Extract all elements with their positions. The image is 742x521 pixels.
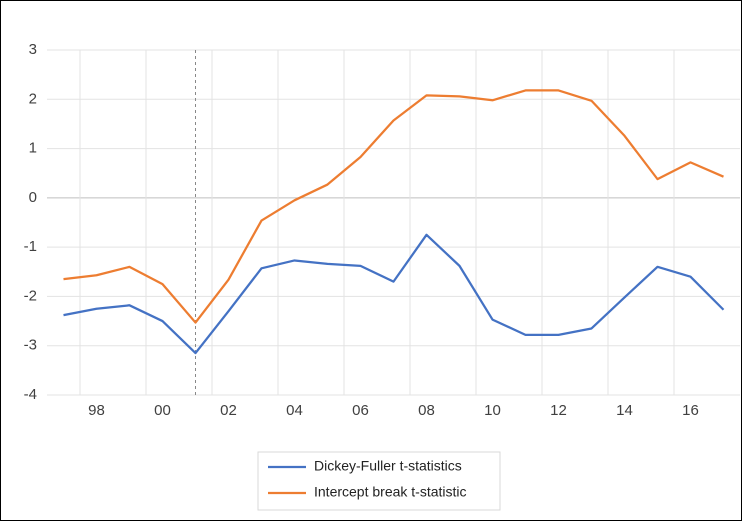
x-tick-label: 00 <box>154 402 171 419</box>
y-tick-label: 0 <box>29 189 37 206</box>
y-tick-label: 1 <box>29 140 37 157</box>
x-tick-label: 10 <box>484 402 501 419</box>
x-tick-label: 06 <box>352 402 369 419</box>
y-tick-label: -1 <box>24 238 37 255</box>
x-tick-label: 16 <box>682 402 699 419</box>
x-tick-label: 14 <box>616 402 633 419</box>
x-tick-label: 12 <box>550 402 567 419</box>
legend-label: Dickey-Fuller t-statistics <box>314 458 462 474</box>
y-tick-label: -4 <box>24 386 37 403</box>
x-tick-label: 04 <box>286 402 303 419</box>
x-tick-label: 98 <box>88 402 105 419</box>
y-tick-label: -3 <box>24 337 37 354</box>
legend-label: Intercept break t-statistic <box>314 484 467 500</box>
y-tick-label: 3 <box>29 41 37 58</box>
y-tick-label: -2 <box>24 287 37 304</box>
x-tick-label: 08 <box>418 402 435 419</box>
x-tick-label: 02 <box>220 402 237 419</box>
legend: Dickey-Fuller t-statistics Intercept brea… <box>257 451 501 511</box>
y-tick-label: 2 <box>29 90 37 107</box>
legend-box <box>257 451 501 511</box>
series-line <box>63 233 725 355</box>
series-line <box>63 89 724 324</box>
